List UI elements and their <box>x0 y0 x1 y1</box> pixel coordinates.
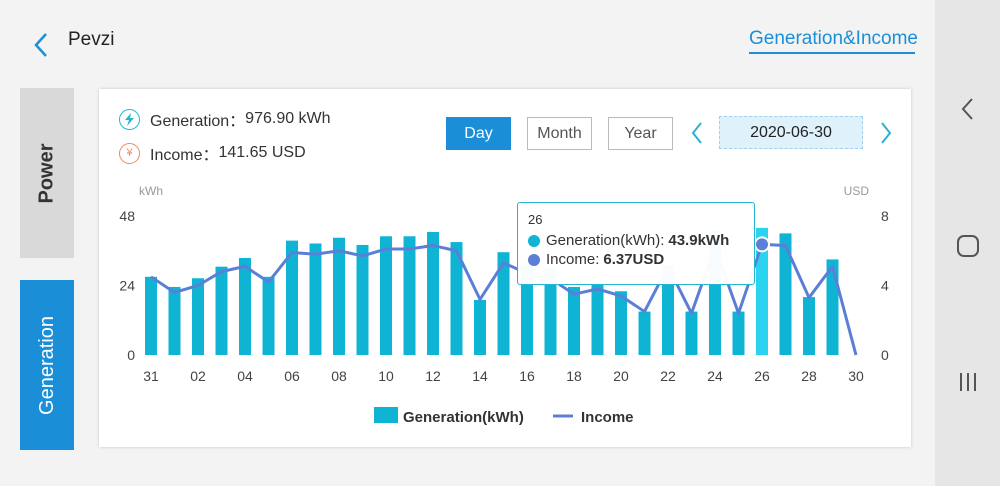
tooltip-generation-label: Generation(kWh): <box>546 232 665 249</box>
x-axis-tick: 20 <box>613 368 629 384</box>
x-axis-tick: 16 <box>519 368 535 384</box>
generation-bar <box>803 297 815 355</box>
generation-bar <box>568 286 580 355</box>
generation-bar <box>145 276 157 355</box>
lightning-icon <box>119 108 140 130</box>
nav-back-icon[interactable] <box>935 95 1000 123</box>
income-label: Income： <box>150 147 219 164</box>
prev-date-icon[interactable] <box>688 119 706 147</box>
right-axis-tick: 0 <box>881 347 889 363</box>
x-axis-tick: 12 <box>425 368 441 384</box>
income-line <box>150 242 858 356</box>
chart-tooltip: 26 Generation(kWh): 43.9kWh Income: 6.37… <box>517 202 755 285</box>
x-axis-tick: 24 <box>707 368 723 384</box>
x-axis-tick: 04 <box>237 368 253 384</box>
x-axis-tick: 14 <box>472 368 488 384</box>
x-axis-tick: 18 <box>566 368 582 384</box>
year-button[interactable]: Year <box>608 117 673 150</box>
generation-bar <box>309 243 322 355</box>
top-bar: Pevzi Generation&Income <box>0 0 935 75</box>
back-arrow-icon[interactable] <box>30 30 54 60</box>
generation-label: Generation： <box>150 113 246 130</box>
legend-generation-label: Generation(kWh) <box>403 409 524 426</box>
legend-generation-swatch <box>374 407 398 423</box>
generation-bar <box>521 265 533 355</box>
generation-bar <box>756 227 768 355</box>
tooltip-income-row: Income: 6.37USD <box>528 251 744 268</box>
tooltip-income-dot <box>528 253 540 266</box>
income-value: 141.65 USD <box>218 144 306 161</box>
x-axis-tick: 02 <box>190 368 206 384</box>
left-axis-tick: 24 <box>119 278 135 294</box>
left-axis-tick: 0 <box>127 347 135 363</box>
generation-bar <box>638 311 651 355</box>
tab-underline <box>749 52 915 54</box>
next-date-icon[interactable] <box>877 119 895 147</box>
legend-income-label: Income <box>581 409 634 426</box>
yen-icon: ¥ <box>119 142 140 164</box>
nav-home-icon[interactable] <box>935 233 1000 259</box>
system-nav-bar <box>935 0 1000 486</box>
page-title: Pevzi <box>68 29 115 50</box>
tab-generation-income[interactable]: Generation&Income <box>749 28 918 49</box>
tooltip-generation-value: 43.9kWh <box>668 232 730 249</box>
side-tab-generation[interactable]: Generation <box>20 280 74 450</box>
tooltip-title: 26 <box>528 212 543 227</box>
side-tab-power[interactable]: Power <box>20 88 74 258</box>
tooltip-generation-row: Generation(kWh): 43.9kWh <box>528 232 744 249</box>
right-axis-unit: USD <box>844 184 870 198</box>
generation-bar <box>779 233 792 355</box>
generation-bar <box>262 276 275 355</box>
generation-bar <box>168 286 181 355</box>
generation-bar <box>239 257 251 355</box>
x-axis-tick: 08 <box>331 368 347 384</box>
generation-bar <box>450 242 463 355</box>
x-axis-tick: 30 <box>848 368 864 384</box>
generation-bar <box>497 252 510 355</box>
x-axis-tick: 22 <box>660 368 676 384</box>
generation-bar <box>286 240 298 355</box>
x-axis-tick: 31 <box>143 368 159 384</box>
generation-bar <box>732 311 745 355</box>
generation-bar <box>215 266 228 355</box>
right-axis-tick: 8 <box>881 208 889 224</box>
generation-summary: Generation： 976.90 kWh <box>119 107 331 131</box>
left-axis-tick: 48 <box>119 208 135 224</box>
date-picker[interactable]: 2020-06-30 <box>719 116 863 149</box>
right-axis-tick: 4 <box>881 278 889 294</box>
generation-bar <box>685 311 698 355</box>
month-button[interactable]: Month <box>527 117 592 150</box>
generation-bar <box>403 236 416 355</box>
generation-bar <box>544 268 557 355</box>
generation-bar <box>380 236 392 355</box>
day-button[interactable]: Day <box>446 117 511 150</box>
x-axis-tick: 06 <box>284 368 300 384</box>
x-axis-tick: 28 <box>801 368 817 384</box>
generation-bar <box>333 237 345 355</box>
chart-card: kWh USD 48 24 0 8 4 0 31 02 04 06 08 10 12 14 16 18 20 22 24… <box>99 89 911 447</box>
side-tab-power-label: Power <box>35 142 58 204</box>
income-highlight-point <box>754 236 770 253</box>
nav-recents-icon[interactable] <box>935 370 1000 394</box>
generation-bar <box>356 244 369 355</box>
generation-bar <box>662 265 674 355</box>
side-tab-generation-label: Generation <box>35 315 58 415</box>
left-axis-unit: kWh <box>139 184 163 198</box>
generation-bar <box>474 299 486 355</box>
generation-bar <box>591 284 604 355</box>
generation-bar <box>192 278 204 355</box>
income-summary: ¥ Income： 141.65 USD <box>119 141 306 165</box>
x-axis-tick: 10 <box>378 368 394 384</box>
tooltip-income-label: Income: <box>546 251 600 268</box>
generation-bar <box>615 291 627 355</box>
x-axis-tick: 26 <box>754 368 770 384</box>
generation-bar <box>427 231 439 355</box>
generation-value: 976.90 kWh <box>245 110 331 127</box>
tooltip-income-value: 6.37USD <box>603 251 665 268</box>
tooltip-generation-dot <box>528 234 540 247</box>
